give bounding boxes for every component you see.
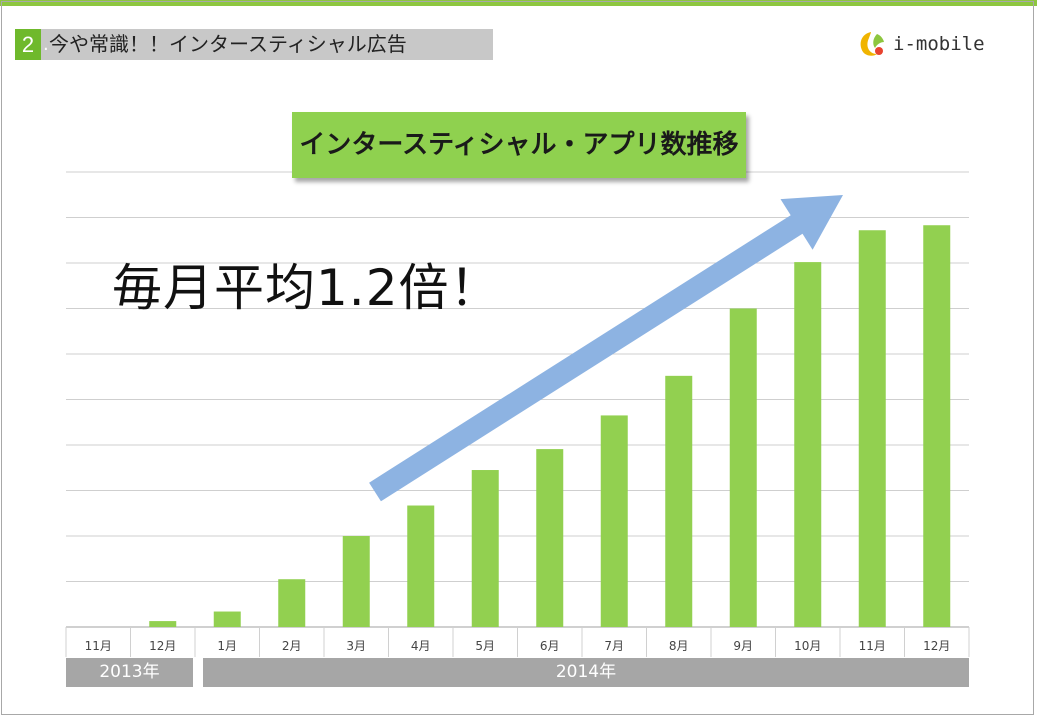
x-tick-label: 12月 — [923, 639, 950, 653]
year-label-2013: 2013年 — [66, 658, 193, 687]
trend-arrow-shape — [369, 195, 843, 502]
section-title: . 今や常識！！インタースティシャル広告 — [43, 29, 407, 60]
chart-bar — [600, 415, 628, 627]
section-dot: . — [43, 34, 49, 55]
chart-bar — [536, 449, 564, 627]
chart-bar — [149, 621, 177, 627]
year-label-2014: 2014年 — [203, 658, 969, 687]
chart-bar — [278, 579, 306, 627]
chart-bar — [794, 262, 822, 627]
section-title-text: 今や常識！！インタースティシャル広告 — [49, 32, 407, 56]
chart-bar — [342, 536, 370, 627]
chart-bar — [407, 505, 435, 627]
i-mobile-logo-icon — [860, 32, 884, 56]
chart-bars — [149, 225, 951, 628]
section-header: 2 . 今や常識！！インタースティシャル広告 — [15, 29, 493, 60]
chart-x-axis: 11月 12月 1月 2月 3月 4月 5月 6月 7月 8月 9月 10月 11月 12月 — [65, 627, 970, 657]
chart-bar — [665, 375, 693, 627]
x-tick-label: 7月 — [604, 639, 624, 653]
x-tick-label: 12月 — [149, 639, 176, 653]
x-tick-label: 1月 — [217, 639, 237, 653]
logo-text: i-mobile — [893, 33, 985, 55]
chart-bar — [471, 470, 499, 627]
x-tick-label: 11月 — [859, 639, 886, 653]
x-tick-label: 6月 — [540, 639, 560, 653]
x-tick-label: 4月 — [411, 639, 431, 653]
x-tick-label: 9月 — [733, 639, 753, 653]
top-accent-bar — [0, 0, 1037, 6]
chart-bar — [923, 225, 951, 628]
section-number: 2 — [15, 29, 41, 60]
growth-annotation: 毎月平均1.2倍！ — [112, 259, 501, 317]
chart-bar — [213, 611, 241, 627]
chart-bar — [729, 308, 757, 627]
x-tick-label: 8月 — [669, 639, 689, 653]
x-tick-label: 3月 — [346, 639, 366, 653]
trend-arrow — [369, 195, 843, 502]
company-logo: i-mobile — [857, 30, 985, 58]
chart-title: インタースティシャル・アプリ数推移 — [292, 112, 746, 178]
x-tick-label: 10月 — [794, 639, 821, 653]
x-tick-label: 11月 — [85, 639, 112, 653]
x-tick-label: 5月 — [475, 639, 495, 653]
chart-bar — [858, 230, 886, 628]
x-tick-label: 2月 — [282, 639, 302, 653]
